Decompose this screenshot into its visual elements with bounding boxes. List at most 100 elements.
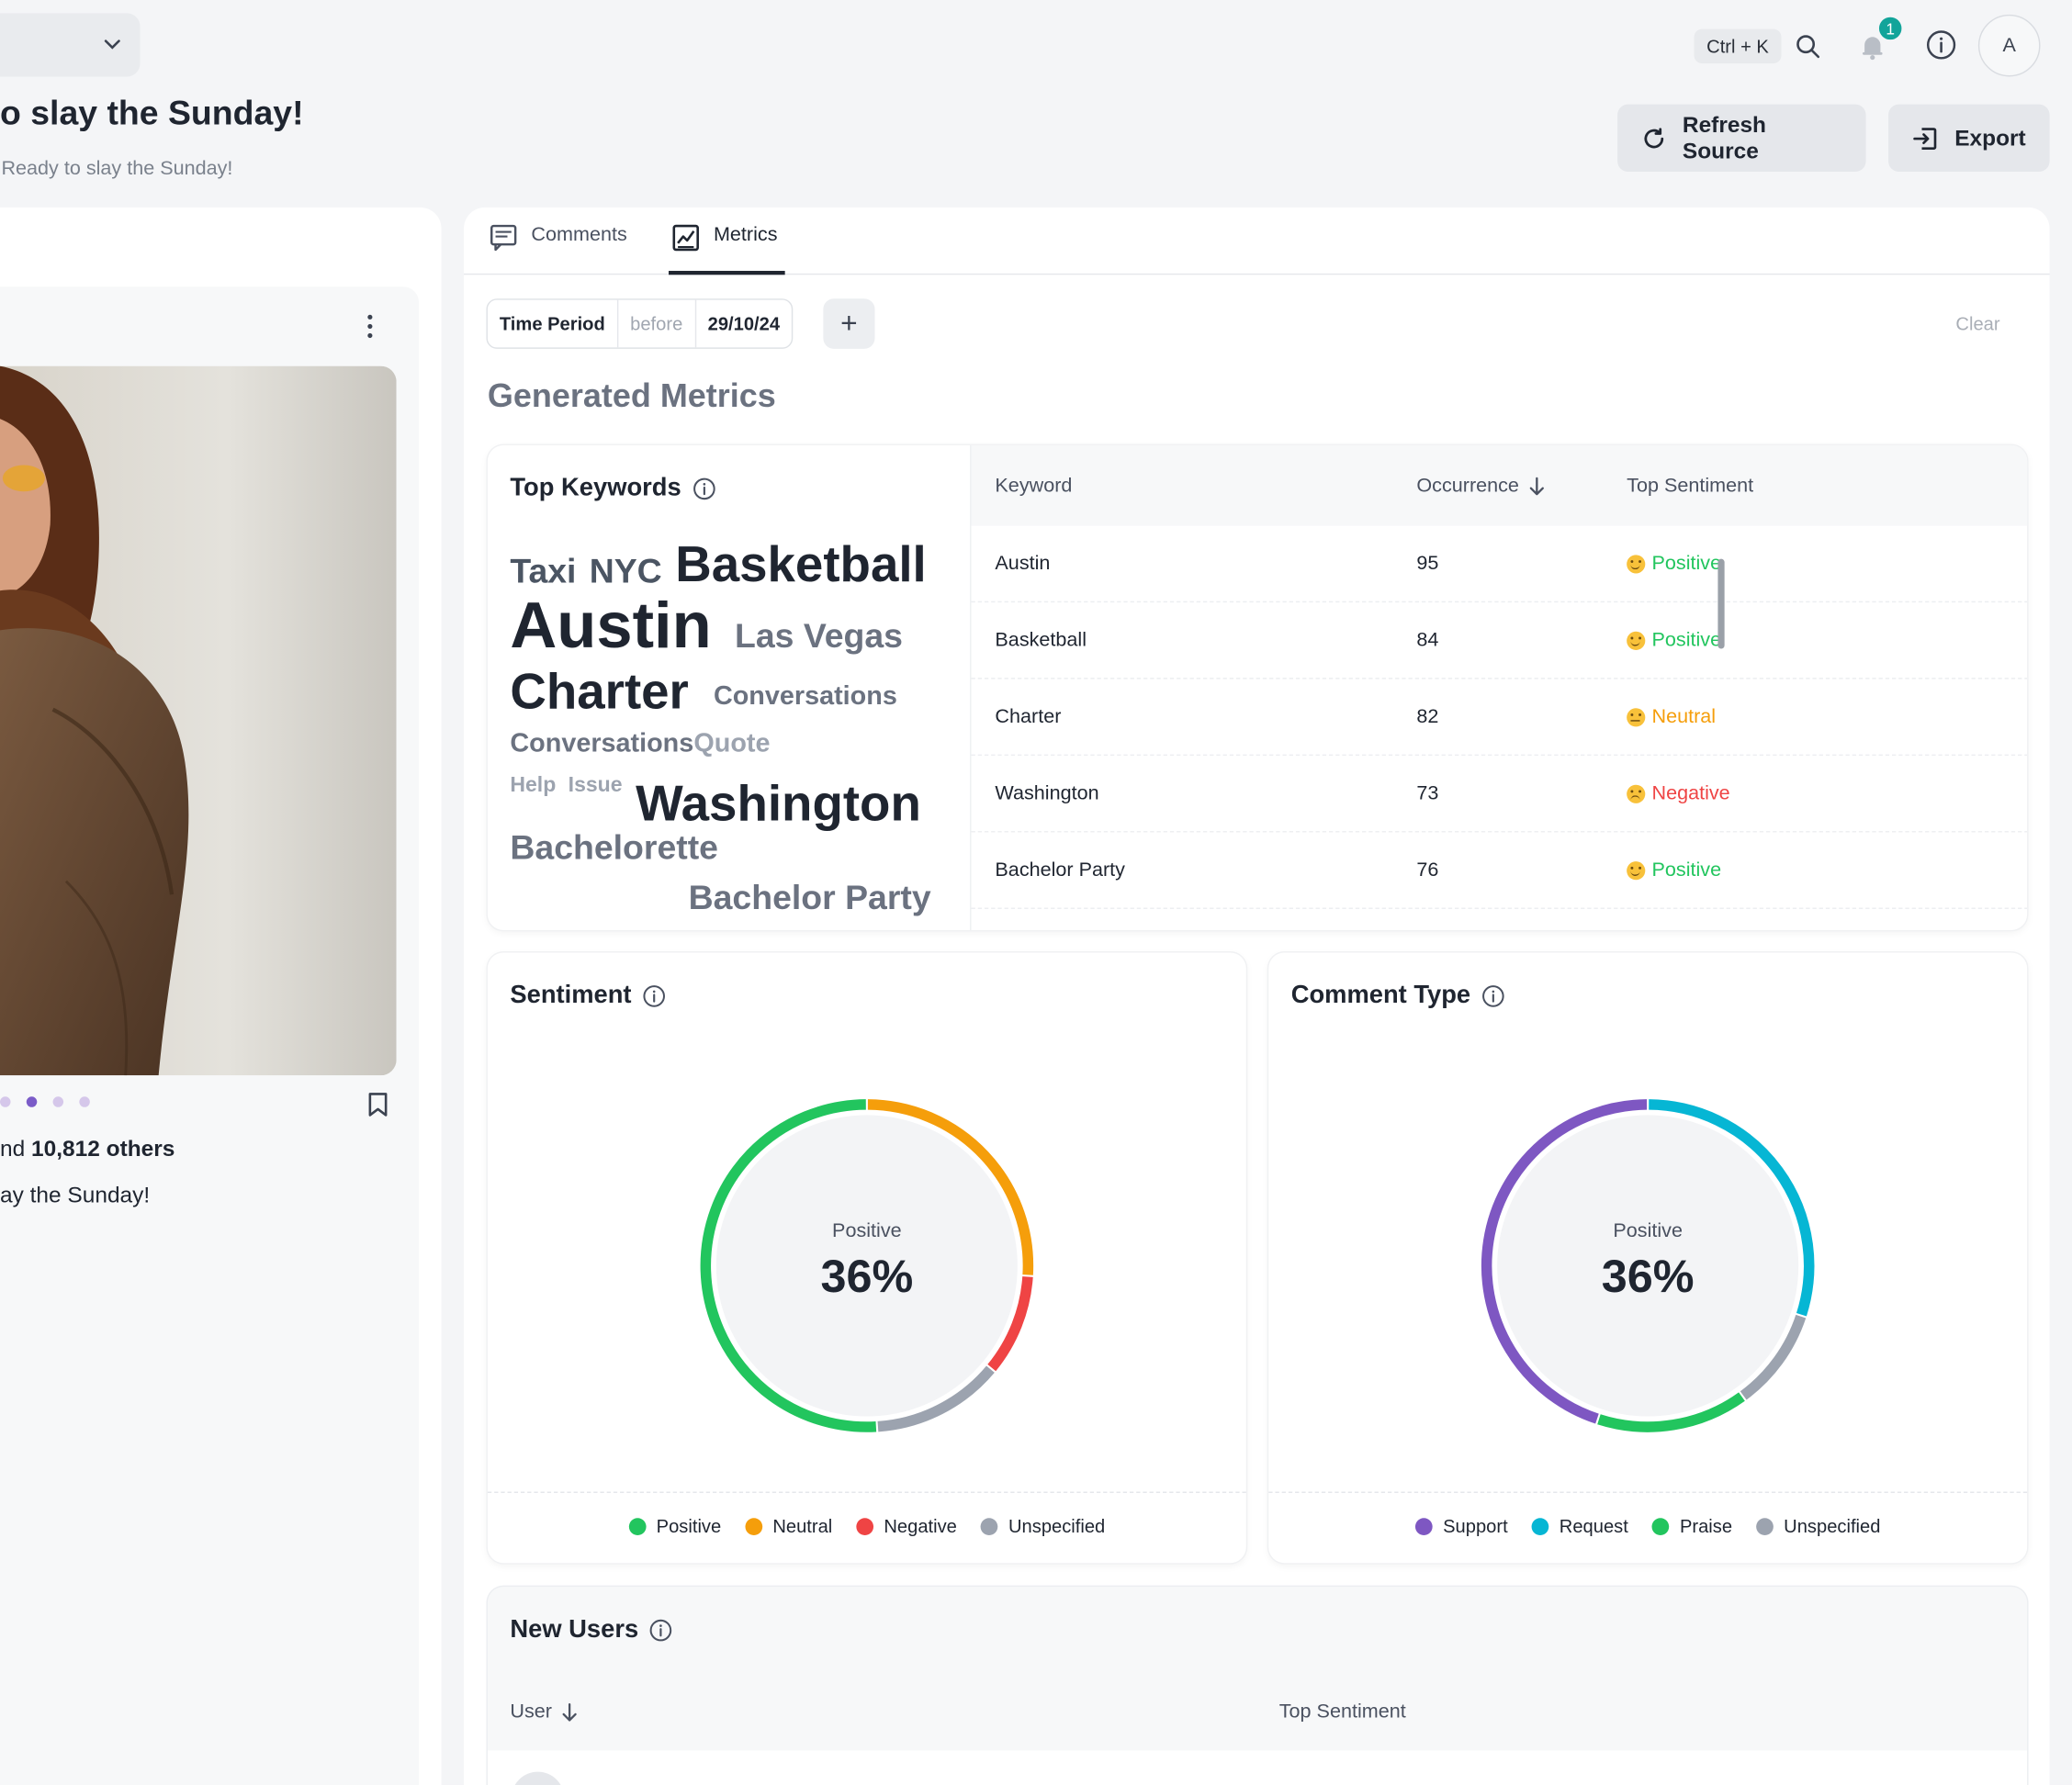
more-options-icon[interactable] — [359, 312, 380, 342]
legend-item-neutral[interactable]: Neutral — [745, 1515, 832, 1536]
sort-down-icon[interactable] — [1527, 475, 1546, 496]
export-label: Export — [1954, 124, 2026, 151]
user-avatar[interactable]: A — [1977, 14, 2041, 77]
legend-dot — [980, 1517, 998, 1535]
filter-value[interactable]: 29/10/24 — [707, 313, 781, 335]
col-occurrence-label: Occurrence — [1416, 474, 1519, 498]
info-icon[interactable] — [649, 1619, 673, 1643]
top-keywords-title-text: Top Keywords — [510, 474, 681, 502]
sentiment-cell: Positive — [1627, 552, 1722, 575]
export-button[interactable]: Export — [1888, 104, 2050, 173]
search-icon[interactable] — [1791, 29, 1825, 63]
table-scrollbar[interactable] — [1717, 558, 1725, 649]
col-top-sentiment[interactable]: Top Sentiment — [1627, 474, 1754, 498]
legend-dot — [628, 1517, 647, 1535]
active-tab-indicator — [669, 270, 785, 275]
table-row[interactable]: Bachelor Party 76 Positive — [971, 833, 2028, 909]
info-icon[interactable] — [642, 984, 666, 1008]
cloud-word[interactable]: Issue — [568, 774, 623, 797]
new-users-title-text: New Users — [510, 1615, 639, 1644]
negative-emoji-icon — [1627, 783, 1646, 803]
cloud-word[interactable]: Taxi — [510, 551, 577, 591]
legend-item-support[interactable]: Support — [1414, 1515, 1508, 1537]
info-icon[interactable] — [692, 477, 715, 500]
sentiment-label: Positive — [1651, 552, 1722, 575]
col-user-label: User — [510, 1700, 552, 1723]
legend-label: Negative — [884, 1515, 957, 1537]
sentiment-cell: Positive — [1627, 629, 1721, 651]
legend-label: Neutral — [772, 1515, 833, 1537]
legend-item-negative[interactable]: Negative — [856, 1515, 957, 1536]
table-row[interactable]: Austin 95 Positive — [971, 526, 2028, 603]
sort-down-icon[interactable] — [560, 1701, 579, 1723]
legend-item-positive[interactable]: Positive — [628, 1515, 721, 1536]
legend-item-unspecified[interactable]: Unspecified — [980, 1515, 1105, 1536]
bell-icon[interactable] — [1855, 29, 1889, 63]
legend-item-request[interactable]: Request — [1531, 1515, 1628, 1536]
col-top-sentiment[interactable]: Top Sentiment — [1278, 1700, 1406, 1723]
info-icon[interactable] — [1481, 984, 1505, 1008]
filter-operator[interactable]: before — [618, 299, 696, 348]
info-icon[interactable] — [1924, 28, 1958, 62]
table-row[interactable]: Charter 82 Neutral — [971, 679, 2028, 757]
donut-slice-neutral[interactable] — [867, 1099, 1034, 1275]
donut-slice-unspecified[interactable] — [877, 1365, 995, 1432]
cloud-word[interactable]: Bachelorette — [510, 826, 718, 867]
carousel-dots[interactable] — [0, 1096, 90, 1107]
col-occurrence[interactable]: Occurrence — [1416, 475, 1545, 497]
time-period-filter[interactable]: Time Period before 29/10/24 — [486, 298, 794, 349]
donut-slice-negative[interactable] — [987, 1276, 1033, 1372]
legend-dot — [1755, 1517, 1774, 1535]
table-row[interactable]: Basketball 84 Positive — [971, 602, 2028, 679]
tab-comments[interactable]: Comments — [489, 223, 627, 274]
cloud-word[interactable]: Conversations — [713, 681, 897, 712]
add-filter-button[interactable]: + — [823, 298, 875, 349]
filter-key[interactable]: Time Period — [488, 299, 619, 348]
workspace-select[interactable] — [0, 13, 141, 77]
sentiment-donut-chart[interactable] — [695, 1094, 1039, 1437]
tab-metrics[interactable]: Metrics — [671, 223, 778, 274]
cloud-word[interactable]: NYC — [589, 551, 662, 591]
clear-filters-button[interactable]: Clear — [1955, 313, 2000, 335]
cloud-word[interactable]: Austin — [510, 590, 712, 662]
donut-slice-unspecified[interactable] — [1740, 1314, 1807, 1400]
donut-slice-request[interactable] — [1649, 1099, 1815, 1317]
legend-item-unspecified[interactable]: Unspecified — [1755, 1515, 1880, 1536]
carousel-dot[interactable] — [0, 1096, 11, 1107]
new-users-title: New Users — [510, 1616, 672, 1645]
bookmark-icon[interactable] — [366, 1092, 390, 1118]
col-user[interactable]: User — [510, 1701, 578, 1723]
tab-comments-label: Comments — [531, 223, 627, 246]
legend-item-praise[interactable]: Praise — [1651, 1515, 1733, 1537]
cloud-word[interactable]: Charter — [510, 664, 689, 721]
cloud-word[interactable]: Bachelor Party — [688, 877, 931, 917]
avatar[interactable] — [511, 1771, 565, 1785]
divider — [487, 1491, 1246, 1493]
new-users-card: New Users User Top Sentiment — [487, 1587, 2028, 1785]
cloud-word[interactable]: Washington — [636, 777, 921, 833]
refresh-source-button[interactable]: Refresh Source — [1617, 104, 1866, 173]
cloud-word[interactable]: Basketball — [675, 537, 927, 594]
donut-slice-praise[interactable] — [1597, 1392, 1745, 1432]
cloud-word[interactable]: Quote — [693, 729, 771, 758]
cloud-word[interactable]: Help — [510, 774, 557, 797]
comment-type-center-label: Positive — [1613, 1219, 1683, 1242]
keyword-cell: Washington — [995, 781, 1099, 805]
legend-dot — [745, 1517, 762, 1535]
post-image[interactable] — [0, 365, 397, 1076]
legend-label: Praise — [1679, 1515, 1733, 1537]
search-shortcut[interactable]: Ctrl + K — [1694, 28, 1782, 64]
col-keyword[interactable]: Keyword — [995, 474, 1073, 498]
carousel-dot-active[interactable] — [26, 1096, 38, 1107]
cloud-word[interactable]: Las Vegas — [734, 615, 903, 656]
sentiment-title-text: Sentiment — [510, 982, 632, 1010]
legend-label: Support — [1443, 1515, 1508, 1537]
table-row[interactable]: Washington 73 Negative — [971, 756, 2028, 833]
top-keywords-card: Top Keywords Taxi NYC Basketball Austin … — [487, 444, 2028, 930]
donut-slice-support[interactable] — [1481, 1099, 1648, 1424]
cloud-word[interactable]: Conversations — [510, 729, 694, 758]
carousel-dot[interactable] — [79, 1096, 90, 1107]
comment-type-donut-chart[interactable] — [1476, 1094, 1819, 1437]
donut-slice-positive[interactable] — [700, 1099, 877, 1432]
carousel-dot[interactable] — [52, 1096, 64, 1107]
